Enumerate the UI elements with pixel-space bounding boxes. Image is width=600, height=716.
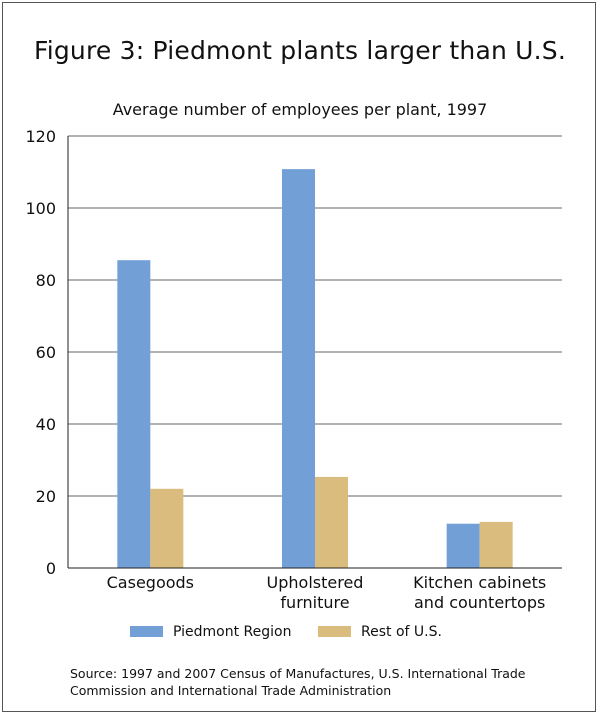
bar-piedmont [446,523,480,568]
source-note: Source: 1997 and 2007 Census of Manufact… [70,666,526,698]
chart-title: Figure 3: Piedmont plants larger than U.… [33,36,567,65]
bar-rest-of-us [479,521,513,568]
y-tick-label: 80 [36,271,56,290]
axes [67,136,562,569]
bars [117,169,513,568]
x-category-label: Upholstered [267,573,364,592]
bar-piedmont [282,169,315,568]
y-tick-label: 100 [25,199,56,218]
y-tick-label: 40 [36,415,56,434]
bar-rest-of-us [315,476,348,568]
y-tick-label: 120 [25,127,56,146]
legend-piedmont-swatch [130,626,163,637]
bar-piedmont [117,260,151,568]
legend: Piedmont Region Rest of U.S. [130,624,442,640]
chart-subtitle: Average number of employees per plant, 1… [112,100,488,119]
y-tick-label: 60 [36,343,56,362]
legend-rest-of-us-swatch [318,626,351,637]
x-category-label: and countertops [414,593,545,612]
y-tick-label: 0 [46,559,56,578]
bar-rest-of-us [150,488,184,568]
y-tick-label: 20 [36,487,56,506]
legend-rest-of-us-label: Rest of U.S. [361,624,442,640]
x-category-label: Casegoods [107,573,194,592]
legend-piedmont-label: Piedmont Region [173,624,291,640]
x-category-label: Kitchen cabinets [413,573,546,592]
x-category-label: furniture [280,593,349,612]
y-tick-labels: 0 20 40 60 80 100 120 [25,127,56,578]
